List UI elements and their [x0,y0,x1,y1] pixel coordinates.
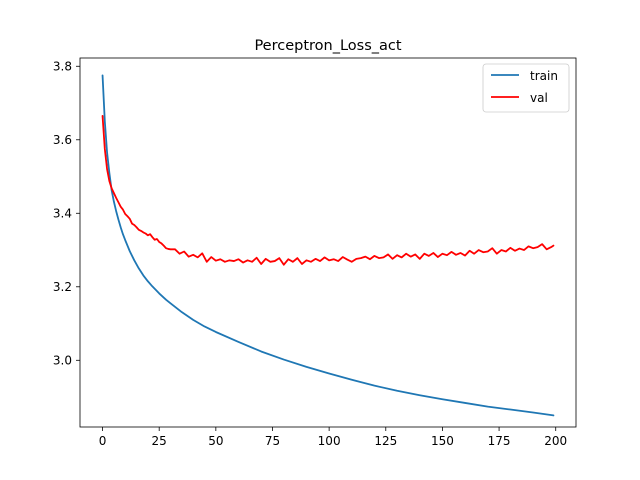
x-tick-label: 200 [544,434,567,448]
x-tick-label: 50 [208,434,223,448]
x-tick-label: 175 [488,434,511,448]
legend: train val [482,63,570,113]
y-tick-label: 3.6 [53,133,72,147]
x-tick-label: 25 [152,434,167,448]
x-tick-label: 75 [265,434,280,448]
x-tick-label: 0 [99,434,107,448]
x-tick-label: 150 [431,434,454,448]
plot-frame [79,57,577,428]
series-line-val [101,114,555,266]
y-tick-label: 3.0 [53,353,72,367]
x-tick-label: 125 [374,434,397,448]
y-tick-label: 3.2 [53,280,72,294]
x-tick-label: 100 [318,434,341,448]
series-layer [101,74,555,417]
legend-label-train: train [530,69,558,83]
legend-label-val: val [530,91,548,105]
chart-title: Perceptron_Loss_act [254,38,401,54]
y-tick-label: 3.8 [53,59,72,73]
y-axis: 3.0 3.2 3.4 3.6 3.8 [53,59,80,367]
y-tick-label: 3.4 [53,206,72,220]
legend-box [482,63,570,113]
series-line-train [101,74,555,417]
x-axis: 0 25 50 75 100 125 150 175 200 [99,427,567,448]
